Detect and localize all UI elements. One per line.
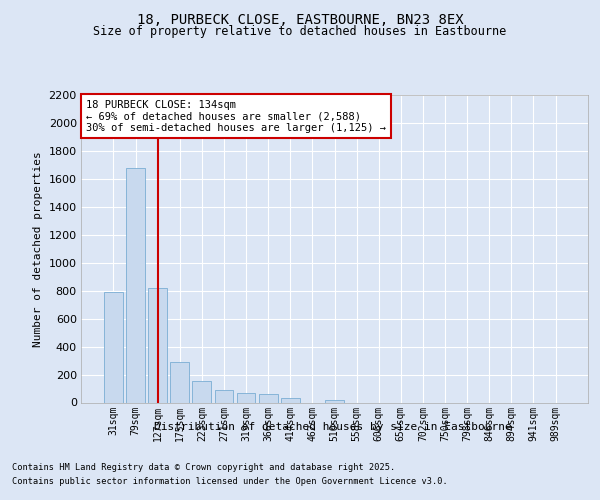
Text: Size of property relative to detached houses in Eastbourne: Size of property relative to detached ho…	[94, 25, 506, 38]
Text: Contains HM Land Registry data © Crown copyright and database right 2025.: Contains HM Land Registry data © Crown c…	[12, 462, 395, 471]
Y-axis label: Number of detached properties: Number of detached properties	[33, 151, 43, 346]
Text: 18 PURBECK CLOSE: 134sqm
← 69% of detached houses are smaller (2,588)
30% of sem: 18 PURBECK CLOSE: 134sqm ← 69% of detach…	[86, 100, 386, 133]
Bar	[215, 390, 233, 402]
Bar	[148, 288, 167, 403]
Text: 18, PURBECK CLOSE, EASTBOURNE, BN23 8EX: 18, PURBECK CLOSE, EASTBOURNE, BN23 8EX	[137, 12, 463, 26]
Text: Distribution of detached houses by size in Eastbourne: Distribution of detached houses by size …	[154, 422, 512, 432]
Bar	[193, 381, 211, 402]
Bar	[170, 362, 189, 403]
Bar	[281, 398, 299, 402]
Bar	[126, 168, 145, 402]
Text: Contains public sector information licensed under the Open Government Licence v3: Contains public sector information licen…	[12, 478, 448, 486]
Bar	[236, 392, 256, 402]
Bar	[104, 292, 123, 403]
Bar	[325, 400, 344, 402]
Bar	[259, 394, 278, 402]
